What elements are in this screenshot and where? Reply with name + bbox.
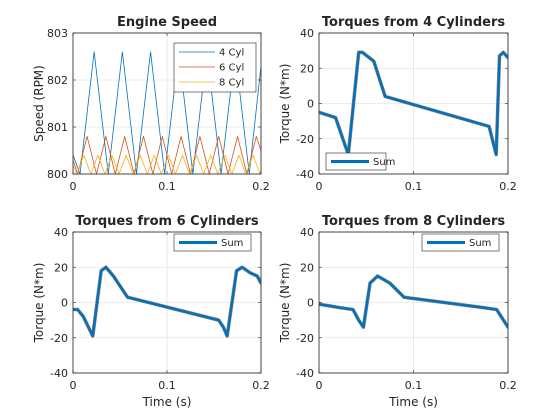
y-tick-label: 800 [47,168,68,181]
y-axis-label: Speed (RPM) [32,65,46,142]
series-line-1 [73,266,261,338]
y-tick-label: 0 [307,98,314,111]
y-tick-label: 802 [47,74,68,87]
y-tick-label: 803 [47,27,68,40]
chart-panel-1: 0 0.1 0.2 800 801 802 803 Engine Speed Speed (RP… [32,15,270,193]
y-tick-label: -40 [296,168,314,181]
legend-label: 8 Cyl [219,78,244,89]
x-axis-label: Time (s) [388,395,438,409]
series-line-3 [73,154,261,175]
chart-panel-3: 0 0.1 0.2 -40 -20 0 20 40 Torques from 6 Cylinde… [32,214,270,409]
y-axis-label: Torque (N*m) [278,64,292,145]
legend-label: 6 Cyl [219,63,244,74]
legend-label: Sum [221,238,243,249]
x-tick-label: 0.1 [158,379,176,392]
y-tick-label: -40 [296,367,314,380]
series-line-1 [319,274,508,329]
y-tick-label: 0 [307,297,314,310]
legend-label: 4 Cyl [219,48,244,59]
chart-panel-4: 0 0.1 0.2 -40 -20 0 20 40 Torques from 8 Cylinde… [278,214,517,409]
legend: Sum [325,152,395,171]
y-tick-label: 40 [300,226,314,239]
chart-title: Torques from 6 Cylinders [75,214,258,229]
y-tick-label: 801 [47,121,68,134]
y-tick-label: -20 [50,332,68,345]
x-tick-label: 0.2 [499,180,517,193]
chart-title: Torques from 4 Cylinders [322,15,505,30]
y-axis-label: Torque (N*m) [32,263,46,344]
legend: Sum [421,233,500,252]
y-tick-label: 40 [54,226,68,239]
y-tick-label: 20 [300,261,314,274]
x-tick-label: 0 [316,180,323,193]
y-tick-label: -40 [50,367,68,380]
legend: 4 Cyl 6 Cyl 8 Cyl [173,42,257,93]
y-tick-label: -20 [296,332,314,345]
x-axis-label: Time (s) [142,395,192,409]
chart-panel-2: 0 0.1 0.2 -40 -20 0 20 40 Torques from 4 Cylinde… [278,15,517,193]
y-tick-label: -20 [296,133,314,146]
legend: Sum [173,233,252,252]
x-tick-label: 0.1 [158,180,176,193]
y-tick-label: 20 [300,62,314,75]
x-tick-label: 0.1 [405,379,423,392]
series-line-2 [73,135,261,175]
chart-title: Torques from 8 Cylinders [322,214,505,229]
series-line-1 [319,51,508,156]
legend-box [173,42,257,93]
y-axis-label: Torque (N*m) [278,263,292,344]
x-tick-label: 0.2 [252,379,270,392]
legend-label: Sum [469,238,491,249]
y-tick-label: 40 [300,27,314,40]
x-tick-label: 0.2 [499,379,517,392]
legend-label: Sum [373,157,395,168]
x-tick-label: 0 [316,379,323,392]
x-tick-label: 0.2 [252,180,270,193]
x-tick-label: 0 [70,379,77,392]
x-tick-label: 0 [70,180,77,193]
x-tick-label: 0.1 [405,180,423,193]
y-tick-label: 0 [61,297,68,310]
y-tick-label: 20 [54,261,68,274]
chart-title: Engine Speed [117,15,217,30]
